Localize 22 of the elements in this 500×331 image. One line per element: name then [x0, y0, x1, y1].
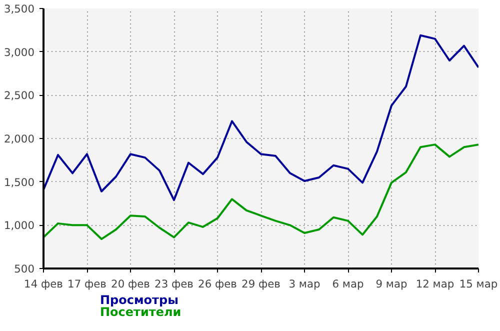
x-tick-label: 9 мар: [376, 278, 408, 290]
y-tick-label: 3,500: [4, 2, 35, 16]
x-tick-label: 15 мар: [459, 278, 498, 290]
x-tick-label: 26 фев: [198, 278, 237, 290]
y-tick-label: 500: [14, 262, 35, 276]
y-tick-label: 3,000: [4, 46, 35, 59]
text: Просмотры: [100, 293, 178, 307]
x-tick-label: 14 фев: [24, 278, 63, 290]
x-tick-label: 17 фев: [68, 278, 106, 290]
y-tick-label: 1,000: [4, 219, 35, 232]
y-tick-label: 2,000: [4, 132, 35, 146]
x-tick-label: 29 фев: [242, 278, 280, 290]
line-series: [44, 34, 478, 202]
line-series: [44, 144, 478, 240]
x-tick-label: 20 фев: [111, 278, 150, 290]
y-tick-label: 2,500: [4, 89, 35, 102]
x-tick-label: 3 мар: [288, 278, 320, 290]
y-tick-label: 1,500: [4, 176, 35, 189]
x-tick-label: 6 мар: [332, 278, 364, 290]
x-tick-label: 12 мар: [416, 278, 454, 290]
text: Посетители: [100, 305, 182, 319]
x-tick-label: 23 фев: [154, 278, 194, 290]
